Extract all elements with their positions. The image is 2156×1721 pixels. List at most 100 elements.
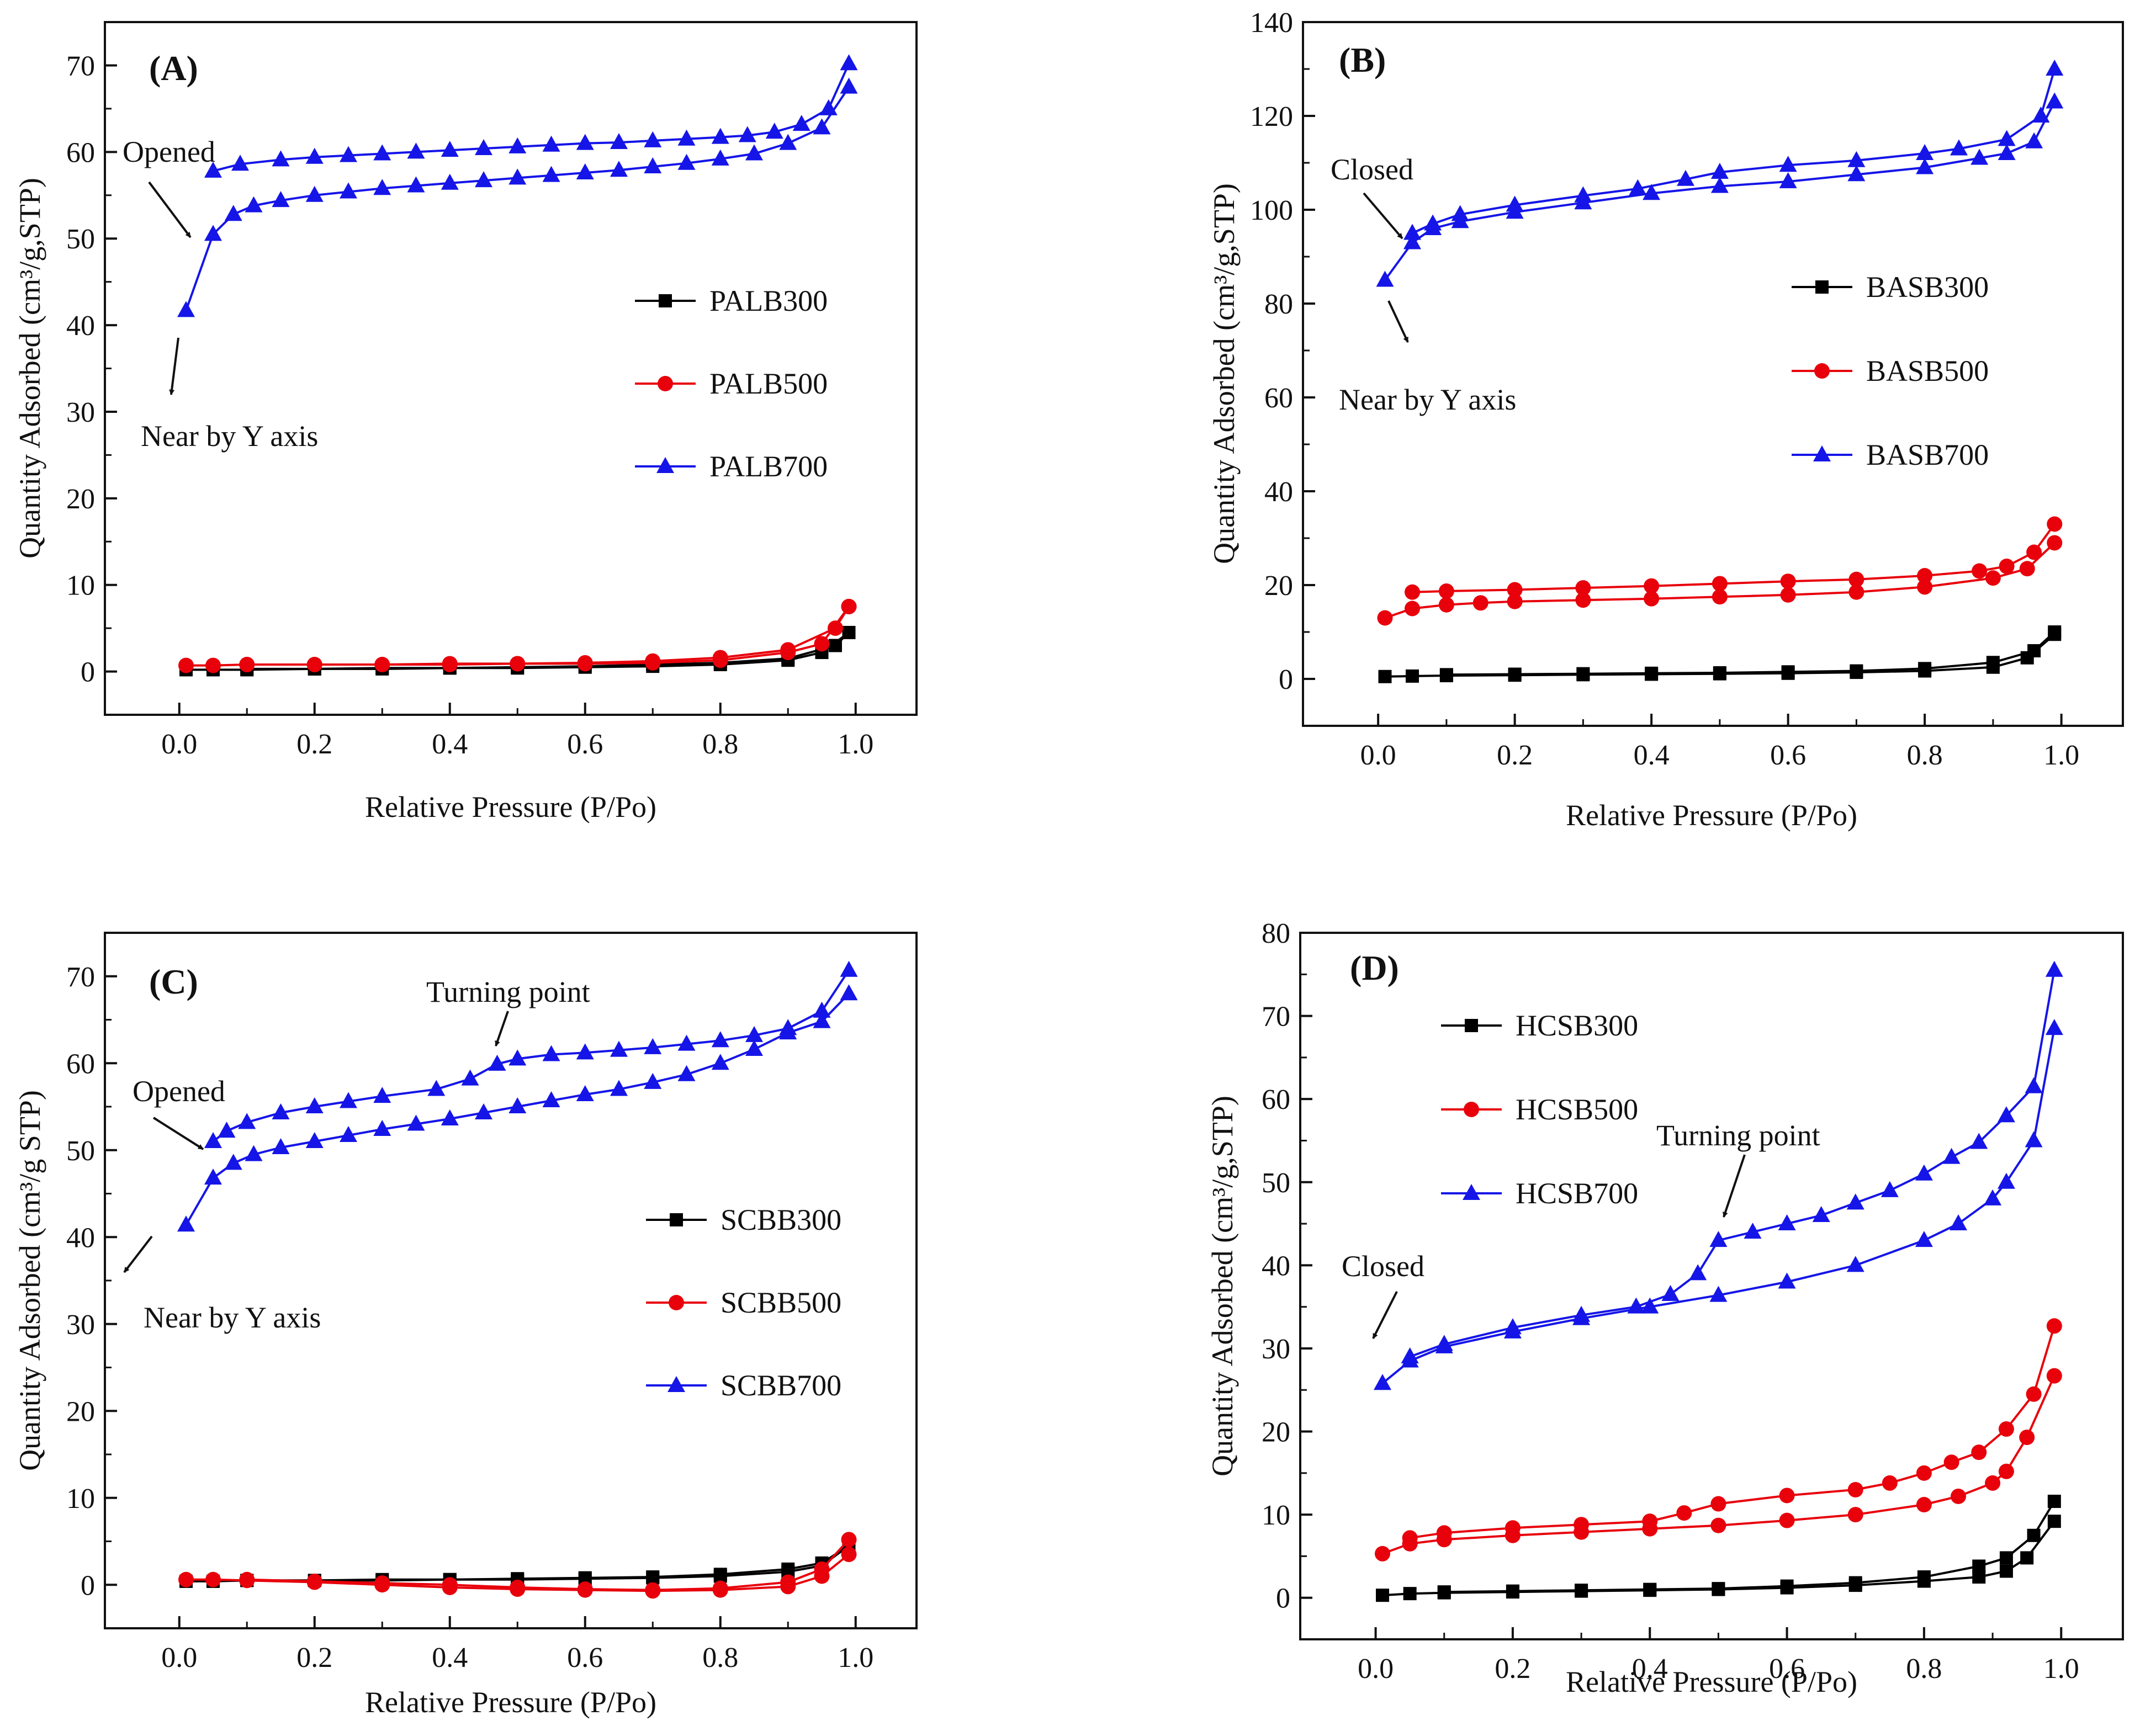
data-point-palb700 — [373, 179, 391, 195]
plot-frame — [1299, 932, 2124, 1640]
data-point-hcsb500 — [1847, 1507, 1863, 1523]
data-point-palb700 — [224, 205, 242, 221]
data-point-basb500 — [1575, 580, 1591, 596]
data-point-basb500 — [1780, 573, 1796, 589]
data-point-hcsb500 — [1943, 1454, 1959, 1470]
data-point-scbb700 — [461, 1069, 479, 1086]
data-point-hcsb500 — [1375, 1545, 1390, 1561]
annotation-closed: Closed — [1331, 153, 1413, 186]
data-point-hcsb700 — [1950, 1214, 1967, 1231]
data-point-palb700 — [508, 137, 527, 153]
y-tick-label: 60 — [66, 1048, 95, 1080]
data-point-hcsb300 — [1917, 1570, 1931, 1584]
y-tick-label: 30 — [66, 397, 95, 428]
data-point-hcsb700 — [1997, 1172, 2015, 1189]
data-point-palb700 — [779, 134, 797, 150]
legend-marker — [1465, 1019, 1478, 1032]
y-tick-label: 20 — [1262, 1417, 1290, 1448]
data-point-basb500 — [2019, 561, 2035, 577]
data-point-palb700 — [177, 301, 195, 317]
data-point-scbb700 — [272, 1138, 290, 1155]
data-point-basb700 — [1643, 184, 1661, 200]
annotation-arrow — [169, 337, 179, 395]
data-point-hcsb500 — [1710, 1496, 1726, 1512]
data-point-palb700 — [644, 157, 662, 173]
data-point-palb500 — [239, 657, 255, 673]
y-tick-label: 60 — [66, 137, 95, 168]
data-point-basb500 — [1999, 559, 2015, 574]
data-point-scbb700 — [204, 1168, 222, 1185]
data-point-palb700 — [305, 147, 324, 164]
data-point-palb700 — [745, 144, 763, 161]
data-point-hcsb500 — [1971, 1444, 1987, 1460]
plot-frame — [1302, 21, 2124, 727]
data-point-palb500 — [577, 655, 593, 671]
data-point-palb500 — [814, 636, 830, 652]
x-tick-label: 0.4 — [1632, 1653, 1668, 1685]
data-point-hcsb300 — [1376, 1589, 1389, 1602]
data-point-scbb300 — [781, 1562, 795, 1576]
legend-marker — [668, 1376, 685, 1392]
legend: PALB300 PALB500 PALB700 — [635, 284, 828, 483]
data-point-hcsb500 — [1779, 1512, 1795, 1528]
data-point-palb700 — [542, 135, 560, 152]
panel-label: (B) — [1339, 40, 1386, 79]
annotation-arrow — [152, 1117, 204, 1150]
x-tick-label: 0.2 — [296, 729, 332, 760]
data-point-palb700 — [677, 153, 696, 170]
data-point-palb700 — [840, 54, 858, 71]
data-point-scbb500 — [205, 1571, 221, 1587]
data-point-palb300 — [842, 625, 856, 639]
data-point-hcsb300 — [1437, 1585, 1451, 1599]
data-point-basb300 — [1986, 656, 2000, 670]
data-point-palb700 — [204, 225, 222, 241]
data-point-hcsb300 — [2047, 1495, 2061, 1508]
data-point-scbb700 — [272, 1103, 290, 1120]
data-point-scbb500 — [442, 1577, 458, 1593]
x-tick-label: 0.6 — [1770, 740, 1806, 771]
data-point-scbb700 — [508, 1097, 527, 1113]
legend-label: SCBB700 — [721, 1369, 841, 1402]
data-point-hcsb700 — [2025, 1131, 2043, 1148]
annotation-near-y-axis: Near by Y axis — [1339, 383, 1516, 416]
annotation-near-y-axis: Near by Y axis — [141, 419, 318, 453]
legend-label: PALB300 — [709, 284, 828, 317]
data-point-palb700 — [840, 77, 858, 94]
y-tick-label: 10 — [66, 1483, 95, 1515]
data-point-basb500 — [1438, 597, 1454, 613]
data-point-scbb700 — [340, 1092, 357, 1108]
data-point-basb700 — [1998, 144, 2016, 160]
data-point-basb500 — [1712, 576, 1728, 592]
data-point-hcsb700 — [1997, 1106, 2015, 1123]
legend-marker — [1464, 1102, 1479, 1117]
data-point-scbb700 — [576, 1085, 594, 1101]
data-point-hcsb500 — [1847, 1481, 1863, 1497]
legend-label: BASB500 — [1866, 354, 1989, 387]
data-point-basb500 — [1438, 583, 1454, 599]
data-point-basb700 — [1779, 156, 1797, 172]
series-line-scbb700-adsorption — [185, 992, 850, 1226]
data-point-palb700 — [407, 142, 425, 159]
panel-label: (D) — [1350, 948, 1399, 987]
series-line-hcsb500-desorption — [1410, 1325, 2056, 1539]
data-point-hcsb700 — [1812, 1206, 1830, 1222]
data-point-scbb700 — [340, 1125, 357, 1142]
data-point-hcsb300 — [1643, 1582, 1657, 1596]
annotation-arrow — [123, 1235, 153, 1273]
data-point-basb700 — [1424, 214, 1442, 231]
legend-label: PALB500 — [709, 367, 828, 400]
annotation-opened: Opened — [133, 1075, 225, 1108]
data-point-basb300 — [1850, 664, 1863, 678]
data-point-hcsb700 — [1915, 1231, 1933, 1247]
x-tick-label: 0.6 — [1769, 1653, 1805, 1685]
data-point-hcsb500 — [1436, 1525, 1452, 1541]
data-point-basb300 — [1576, 667, 1590, 681]
data-point-basb700 — [1710, 163, 1729, 179]
data-point-scbb700 — [644, 1038, 662, 1054]
data-point-basb500 — [1507, 593, 1523, 609]
data-point-hcsb300 — [2047, 1515, 2061, 1528]
data-point-scbb700 — [427, 1080, 446, 1096]
data-point-scbb700 — [177, 1215, 195, 1232]
data-point-hcsb700 — [1401, 1347, 1419, 1363]
y-tick-label: 40 — [1264, 476, 1293, 508]
